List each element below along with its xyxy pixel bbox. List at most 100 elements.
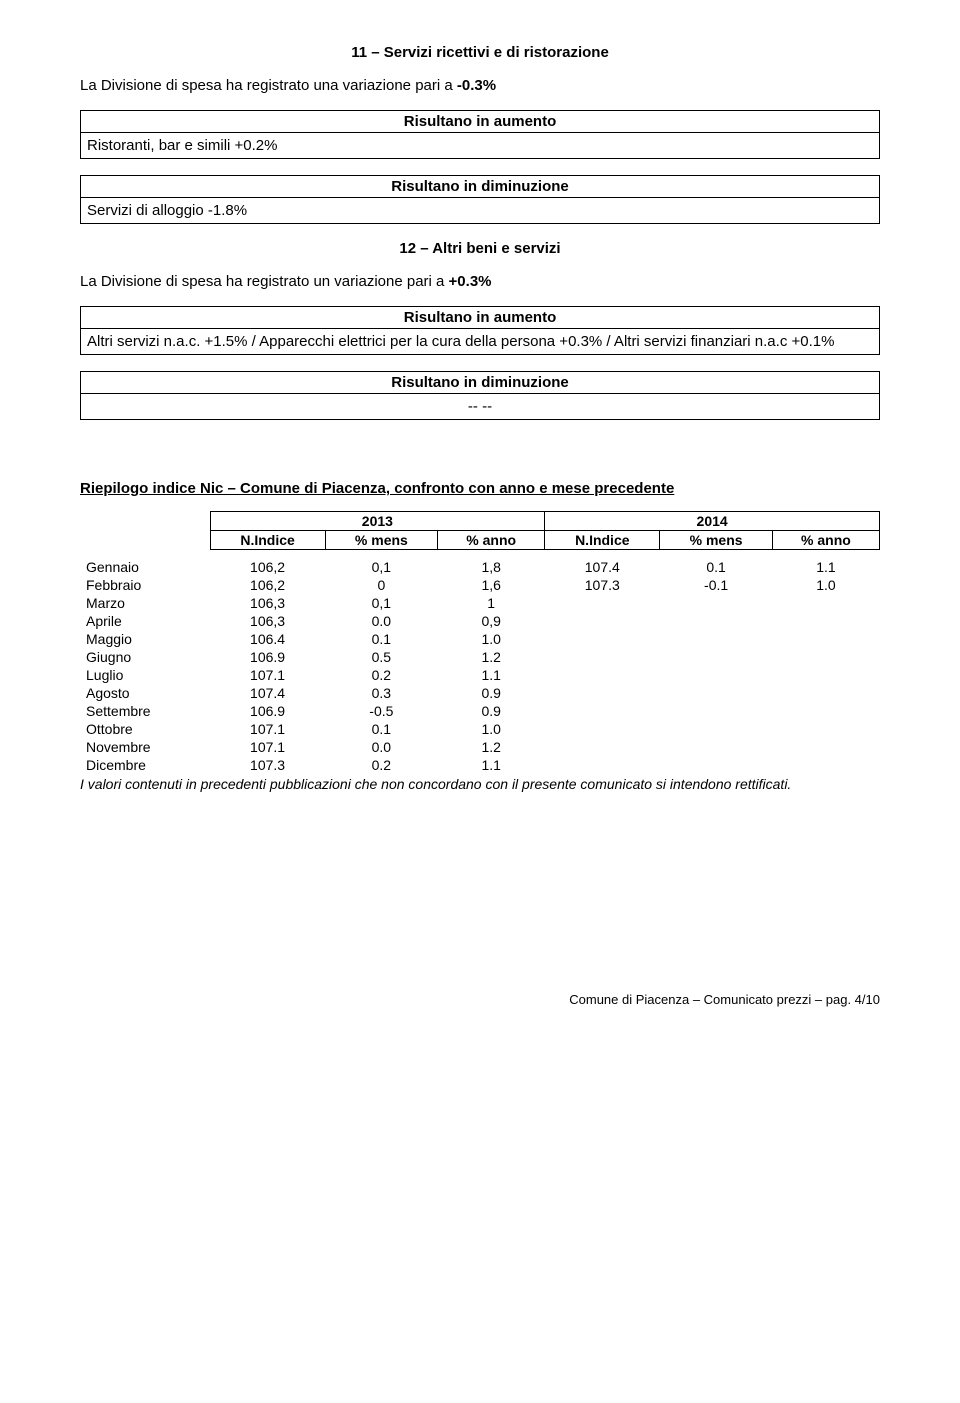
table-cell	[545, 720, 660, 738]
table-row: Febbraio106,201,6107.3-0.11.0	[80, 576, 880, 594]
section-12-diminuzione-body: -- --	[81, 394, 879, 419]
section-12-intro: La Divisione di spesa ha registrato un v…	[80, 271, 880, 292]
table-cell: Settembre	[80, 702, 210, 720]
table-cell: Dicembre	[80, 756, 210, 774]
table-cell: 1,8	[438, 558, 545, 576]
table-cell: 1.0	[438, 720, 545, 738]
table-cell	[660, 648, 772, 666]
table-cell	[545, 648, 660, 666]
col-left-mens: % mens	[325, 531, 437, 550]
table-col-row: N.Indice % mens % anno N.Indice % mens %…	[80, 531, 880, 550]
table-year-row: 2013 2014	[80, 512, 880, 531]
table-cell	[545, 630, 660, 648]
table-cell	[660, 702, 772, 720]
table-row: Gennaio106,20,11,8107.40.11.1	[80, 558, 880, 576]
table-cell	[660, 738, 772, 756]
table-cell	[772, 684, 879, 702]
table-cell: 106.4	[210, 630, 325, 648]
table-cell	[660, 756, 772, 774]
table-cell: 106,2	[210, 576, 325, 594]
table-cell	[545, 594, 660, 612]
table-cell: Febbraio	[80, 576, 210, 594]
table-cell: Aprile	[80, 612, 210, 630]
table-cell	[660, 630, 772, 648]
table-cell	[660, 666, 772, 684]
riepilogo-table: 2013 2014 N.Indice % mens % anno N.Indic…	[80, 511, 880, 774]
table-cell: 0.3	[325, 684, 437, 702]
table-cell: 0	[325, 576, 437, 594]
table-cell	[772, 738, 879, 756]
table-cell: -0.5	[325, 702, 437, 720]
section-11-diminuzione-body: Servizi di alloggio -1.8%	[81, 198, 879, 223]
section-11-diminuzione-box: Risultano in diminuzione Servizi di allo…	[80, 175, 880, 224]
table-row: Giugno106.90.51.2	[80, 648, 880, 666]
table-cell	[545, 612, 660, 630]
section-11-title: 11 – Servizi ricettivi e di ristorazione	[80, 44, 880, 61]
col-right-anno: % anno	[772, 531, 879, 550]
table-cell: -0.1	[660, 576, 772, 594]
table-cell: 107.4	[545, 558, 660, 576]
table-cell: Agosto	[80, 684, 210, 702]
section-11-diminuzione-header: Risultano in diminuzione	[81, 176, 879, 198]
table-cell: 0.0	[325, 738, 437, 756]
table-cell	[772, 594, 879, 612]
table-cell: Maggio	[80, 630, 210, 648]
section-11-aumento-header: Risultano in aumento	[81, 111, 879, 133]
table-cell	[545, 738, 660, 756]
section-12-title: 12 – Altri beni e servizi	[80, 240, 880, 257]
section-12-diminuzione-header: Risultano in diminuzione	[81, 372, 879, 394]
page-footer: Comune di Piacenza – Comunicato prezzi –…	[80, 992, 880, 1007]
table-row: Marzo106,30,11	[80, 594, 880, 612]
table-row: Novembre107.10.01.2	[80, 738, 880, 756]
table-cell: 107.1	[210, 666, 325, 684]
table-cell: Giugno	[80, 648, 210, 666]
table-cell	[545, 702, 660, 720]
table-cell: 106,3	[210, 612, 325, 630]
section-12-aumento-box: Risultano in aumento Altri servizi n.a.c…	[80, 306, 880, 355]
table-cell	[545, 684, 660, 702]
table-cell: 107.1	[210, 720, 325, 738]
table-cell: 1.0	[438, 630, 545, 648]
table-cell: 0.9	[438, 684, 545, 702]
section-11-aumento-body: Ristoranti, bar e simili +0.2%	[81, 133, 879, 158]
table-row: Aprile106,30.00,9	[80, 612, 880, 630]
col-right-indice: N.Indice	[545, 531, 660, 550]
table-cell	[772, 630, 879, 648]
table-cell: 0,1	[325, 558, 437, 576]
col-left-anno: % anno	[438, 531, 545, 550]
table-cell: 1.1	[438, 666, 545, 684]
table-cell	[772, 666, 879, 684]
table-cell: 0.2	[325, 666, 437, 684]
table-cell: Gennaio	[80, 558, 210, 576]
section-11-intro-value: -0.3%	[457, 77, 496, 94]
table-cell: Ottobre	[80, 720, 210, 738]
table-cell: 106.9	[210, 702, 325, 720]
table-cell: 107.4	[210, 684, 325, 702]
table-cell: 0.2	[325, 756, 437, 774]
year-right: 2014	[545, 512, 880, 531]
col-right-mens: % mens	[660, 531, 772, 550]
table-cell	[660, 684, 772, 702]
table-cell: 0.1	[325, 630, 437, 648]
table-cell	[772, 648, 879, 666]
table-cell: 0.5	[325, 648, 437, 666]
year-left: 2013	[210, 512, 545, 531]
section-12-intro-value: +0.3%	[449, 273, 492, 290]
table-cell: 0,1	[325, 594, 437, 612]
table-cell: 106,3	[210, 594, 325, 612]
table-cell	[545, 756, 660, 774]
table-cell: 0.9	[438, 702, 545, 720]
riepilogo-title: Riepilogo indice Nic – Comune di Piacenz…	[80, 480, 880, 497]
table-row: Settembre106.9-0.50.9	[80, 702, 880, 720]
section-11-intro-text: La Divisione di spesa ha registrato una …	[80, 77, 457, 94]
table-cell: 1.1	[438, 756, 545, 774]
col-left-indice: N.Indice	[210, 531, 325, 550]
table-cell	[772, 720, 879, 738]
table-cell	[660, 720, 772, 738]
table-cell: 106.9	[210, 648, 325, 666]
table-cell: 1.2	[438, 648, 545, 666]
table-row: Maggio106.40.11.0	[80, 630, 880, 648]
table-row: Agosto107.40.30.9	[80, 684, 880, 702]
table-cell	[772, 756, 879, 774]
table-row: Ottobre107.10.11.0	[80, 720, 880, 738]
